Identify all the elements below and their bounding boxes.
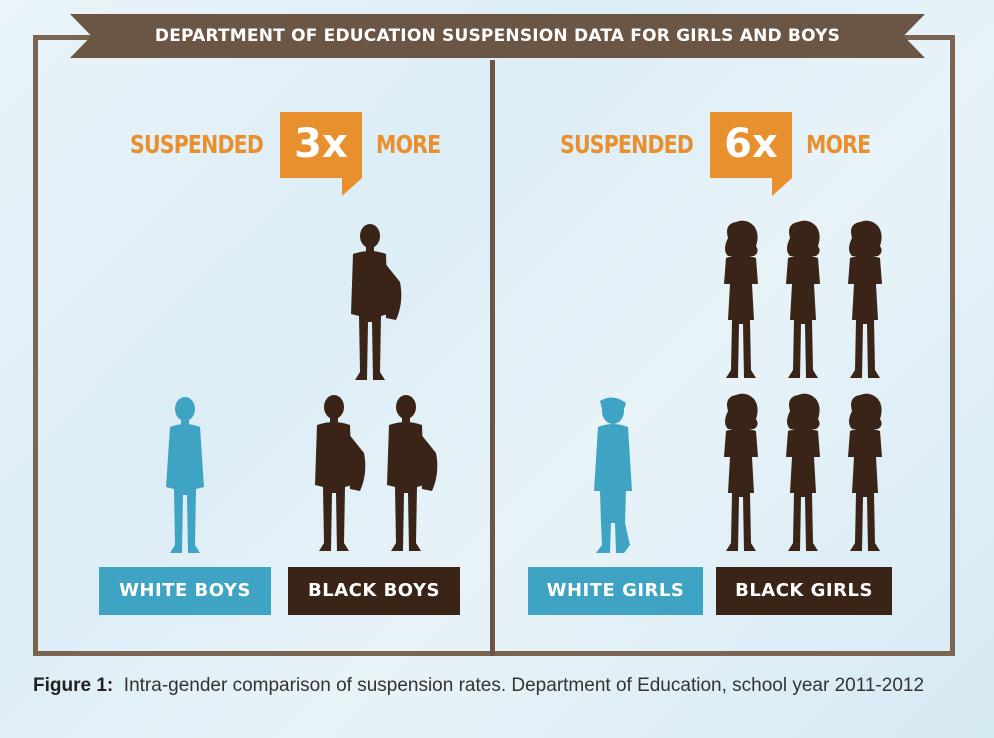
girls-claim-suffix: MORE (806, 130, 871, 159)
black-boy-figure-left (308, 393, 368, 553)
boys-multiplier-badge: 3x (280, 112, 362, 178)
girls-badge-tail (772, 178, 792, 196)
white-girls-label: WHITE GIRLS (528, 567, 703, 615)
black-girls-label: BLACK GIRLS (716, 567, 892, 615)
black-girl-figure-4 (716, 393, 766, 553)
panel-divider (490, 60, 495, 656)
banner-title: DEPARTMENT OF EDUCATION SUSPENSION DATA … (70, 14, 925, 58)
black-girl-figure-2 (778, 220, 828, 380)
girls-claim-prefix: SUSPENDED (560, 130, 694, 159)
boys-claim-prefix: SUSPENDED (130, 130, 264, 159)
black-girl-figure-1 (716, 220, 766, 380)
white-boy-figure (160, 395, 210, 555)
girls-claim: SUSPENDED 6x MORE (560, 112, 890, 196)
black-girl-figure-5 (778, 393, 828, 553)
black-boy-figure-right (380, 393, 440, 553)
white-girl-figure (588, 395, 638, 555)
boys-claim: SUSPENDED 3x MORE (130, 112, 460, 196)
boys-claim-suffix: MORE (376, 130, 441, 159)
boys-badge-tail (342, 178, 362, 196)
figure-caption: Figure 1: Intra-gender comparison of sus… (33, 674, 963, 697)
black-boys-label: BLACK BOYS (288, 567, 460, 615)
figure-caption-label: Figure 1: (33, 675, 114, 696)
black-girl-figure-3 (840, 220, 890, 380)
black-girl-figure-6 (840, 393, 890, 553)
girls-multiplier-badge: 6x (710, 112, 792, 178)
white-boys-label: WHITE BOYS (99, 567, 271, 615)
figure-caption-text: Intra-gender comparison of suspension ra… (123, 675, 925, 696)
black-boy-figure-top (344, 222, 404, 382)
